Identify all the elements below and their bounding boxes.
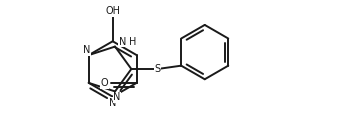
- Text: S: S: [155, 64, 161, 74]
- Text: N: N: [83, 45, 90, 55]
- Text: H: H: [129, 37, 136, 47]
- Text: OH: OH: [105, 6, 120, 16]
- Text: N: N: [113, 92, 121, 102]
- Text: N: N: [109, 98, 116, 108]
- Text: N: N: [119, 37, 126, 47]
- Text: O: O: [101, 78, 108, 88]
